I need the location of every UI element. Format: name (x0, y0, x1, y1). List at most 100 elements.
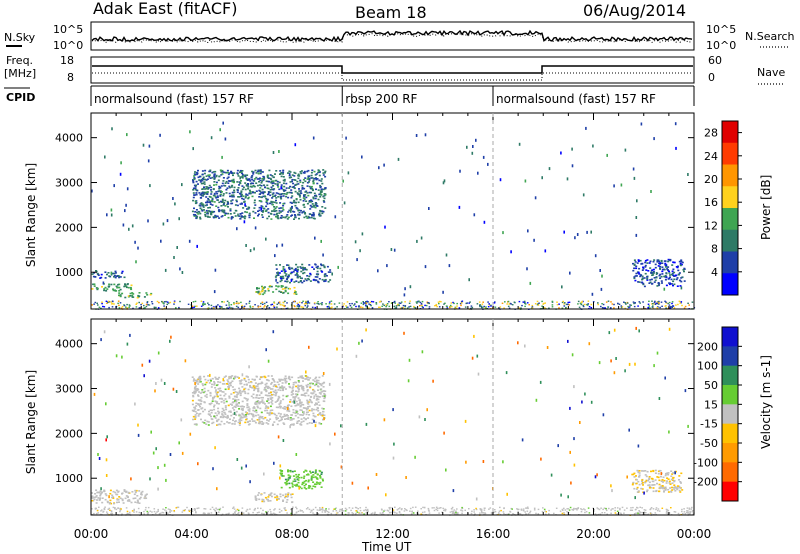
data-cell (216, 192, 219, 195)
data-cell (234, 398, 237, 401)
data-cell (305, 418, 307, 420)
data-cell (636, 469, 639, 472)
data-cell (306, 217, 309, 219)
data-cell (652, 303, 654, 305)
data-cell (261, 178, 264, 180)
data-cell (322, 169, 325, 171)
data-cell (227, 383, 230, 385)
data-cell (286, 415, 289, 417)
data-cell (253, 410, 256, 413)
data-cell (291, 389, 294, 391)
data-cell (192, 192, 195, 194)
data-cell (272, 330, 275, 334)
data-cell (196, 388, 199, 390)
data-cell (314, 206, 317, 209)
data-cell (403, 331, 405, 335)
data-cell (571, 164, 574, 168)
data-cell (601, 303, 603, 305)
data-cell (287, 264, 290, 266)
data-cell (602, 303, 605, 306)
data-cell (320, 486, 323, 488)
data-cell (294, 204, 297, 207)
data-cell (657, 306, 659, 308)
data-cell (571, 147, 573, 151)
data-cell (106, 288, 109, 290)
data-cell (247, 378, 250, 381)
data-cell (659, 306, 661, 309)
data-cell (456, 302, 458, 305)
data-cell (213, 210, 216, 213)
data-cell (290, 196, 293, 199)
data-cell (649, 279, 652, 281)
data-cell (143, 510, 145, 513)
data-cell (194, 415, 197, 418)
data-cell (243, 390, 246, 393)
data-cell (277, 285, 280, 288)
data-cell (302, 511, 305, 513)
data-cell (263, 286, 266, 288)
data-cell (94, 493, 97, 495)
data-cell (288, 176, 291, 179)
data-cell (248, 212, 251, 215)
data-cell (194, 185, 197, 188)
data-cell (102, 305, 104, 308)
data-cell (198, 404, 201, 406)
data-cell (288, 191, 291, 194)
data-cell (272, 185, 275, 187)
data-cell (288, 376, 291, 379)
data-cell (282, 169, 285, 172)
data-cell (293, 478, 296, 480)
data-cell (214, 215, 217, 218)
data-cell (254, 378, 256, 381)
data-cell (623, 512, 625, 514)
data-cell (230, 393, 233, 395)
data-cell (245, 177, 248, 179)
data-cell (258, 419, 261, 421)
data-cell (106, 213, 108, 217)
data-cell (169, 301, 172, 304)
data-cell (265, 237, 267, 241)
data-cell (259, 179, 262, 182)
data-cell (313, 415, 316, 418)
data-cell (275, 278, 277, 282)
data-cell (260, 392, 263, 395)
data-cell (145, 292, 148, 294)
data-cell (592, 144, 594, 148)
data-cell (458, 205, 461, 209)
noise-tick-low-right: 10^0 (706, 39, 736, 52)
data-cell (295, 183, 298, 186)
data-cell (593, 508, 595, 511)
data-cell (194, 385, 197, 387)
data-cell (281, 475, 284, 477)
data-cell (194, 391, 197, 393)
data-cell (196, 389, 199, 392)
data-cell (320, 270, 323, 272)
data-cell (265, 348, 267, 352)
data-cell (121, 513, 123, 515)
data-cell (659, 262, 661, 264)
data-cell (227, 404, 230, 407)
data-cell (210, 136, 213, 140)
data-cell (130, 288, 133, 291)
data-cell (270, 412, 273, 414)
data-cell (239, 380, 242, 382)
data-cell (319, 184, 322, 187)
data-cell (199, 375, 202, 378)
data-cell (275, 418, 278, 421)
data-cell (638, 281, 641, 283)
data-cell (603, 512, 606, 514)
data-cell (215, 197, 218, 199)
data-cell (94, 496, 97, 498)
data-cell (321, 271, 324, 273)
data-cell (565, 303, 568, 306)
data-cell (278, 207, 281, 210)
data-cell (328, 305, 330, 308)
data-cell (192, 418, 195, 421)
data-cell (118, 283, 121, 286)
data-cell (151, 303, 154, 305)
data-cell (642, 484, 644, 486)
data-cell (232, 419, 234, 422)
data-cell (169, 453, 172, 456)
data-cell (246, 398, 249, 400)
data-cell (619, 508, 621, 511)
